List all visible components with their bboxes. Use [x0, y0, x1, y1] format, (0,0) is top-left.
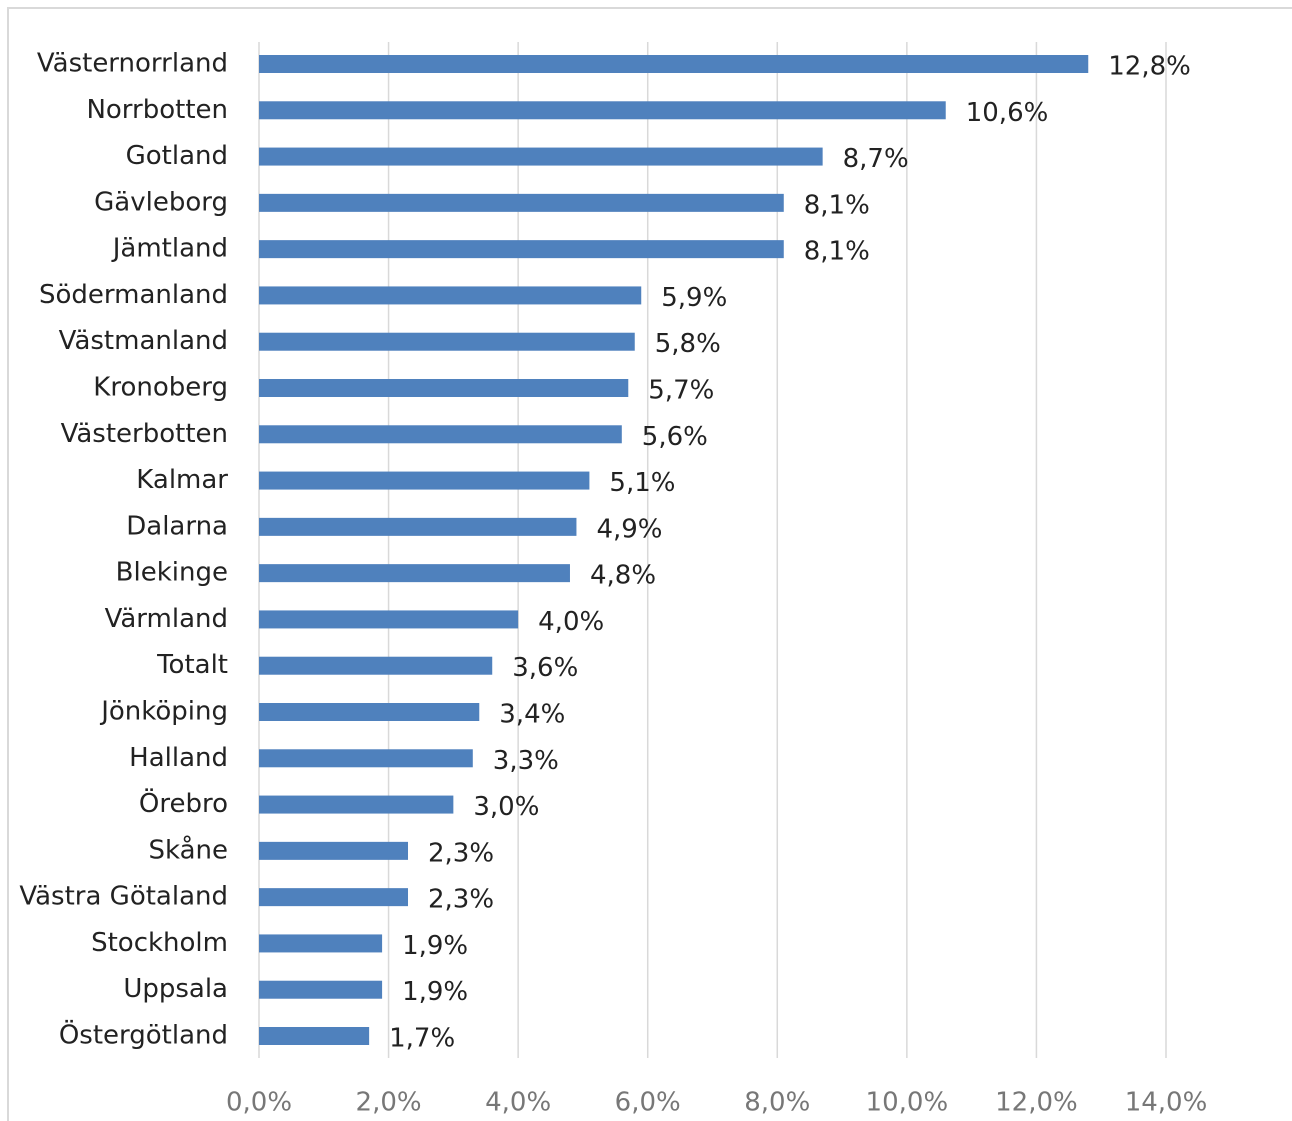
y-tick-label: Skåne — [148, 834, 228, 865]
data-label: 2,3% — [428, 885, 494, 915]
bar — [259, 564, 570, 583]
y-tick-label: Uppsala — [123, 974, 228, 1004]
bar — [259, 332, 635, 351]
data-label: 3,0% — [473, 792, 539, 822]
bar — [259, 749, 473, 768]
chart-frame — [7, 7, 1292, 1121]
x-tick-label: 8,0% — [744, 1088, 810, 1118]
bar — [259, 934, 383, 953]
bar — [259, 703, 480, 721]
data-label: 5,8% — [655, 329, 721, 359]
y-tick-label: Totalt — [156, 650, 228, 680]
bar — [259, 379, 629, 397]
y-tick-label: Stockholm — [91, 928, 228, 958]
x-tick-label: 2,0% — [356, 1088, 422, 1118]
data-label: 2,3% — [428, 838, 494, 868]
data-label: 5,1% — [609, 468, 675, 498]
y-tick-label: Västerbotten — [61, 419, 228, 449]
bar — [259, 286, 642, 305]
data-label: 3,3% — [493, 746, 559, 776]
y-tick-label: Blekinge — [116, 558, 228, 588]
x-tick-label: 4,0% — [485, 1088, 551, 1118]
bar — [259, 193, 784, 212]
bar — [259, 841, 409, 860]
y-tick-label: Värmland — [105, 604, 228, 634]
bar — [259, 240, 784, 259]
bar — [259, 517, 577, 536]
data-label: 8,7% — [843, 144, 909, 174]
y-tick-label: Halland — [129, 743, 228, 773]
bar — [259, 656, 493, 675]
data-label: 1,9% — [402, 977, 468, 1007]
y-tick-label: Gävleborg — [94, 187, 228, 217]
data-label: 3,6% — [512, 653, 578, 683]
y-tick-label: Dalarna — [126, 511, 228, 541]
data-label: 5,9% — [661, 283, 727, 313]
bar — [259, 610, 519, 629]
y-tick-label: Kronoberg — [93, 373, 228, 403]
data-label: 1,9% — [402, 931, 468, 961]
data-label: 8,1% — [804, 237, 870, 267]
bar — [259, 425, 622, 444]
y-tick-label: Gotland — [126, 141, 228, 171]
bar — [259, 55, 1089, 73]
bar — [259, 795, 454, 814]
data-label: 5,7% — [648, 376, 714, 406]
x-tick-label: 6,0% — [615, 1088, 681, 1118]
x-tick-label: 12,0% — [995, 1088, 1078, 1118]
data-label: 12,8% — [1108, 52, 1191, 82]
y-tick-label: Västra Götaland — [19, 882, 228, 912]
bar — [259, 147, 823, 166]
y-tick-label: Norrbotten — [86, 95, 228, 125]
data-label: 8,1% — [804, 190, 870, 220]
x-tick-label: 14,0% — [1125, 1088, 1208, 1118]
data-label: 4,8% — [590, 561, 656, 591]
x-tick-label: 0,0% — [226, 1088, 292, 1118]
data-label: 1,7% — [389, 1024, 455, 1054]
data-label: 4,0% — [538, 607, 604, 637]
bar — [259, 471, 590, 490]
y-tick-label: Jämtland — [111, 234, 228, 264]
y-tick-label: Jönköping — [99, 697, 228, 727]
bar — [259, 980, 383, 999]
data-label: 3,4% — [499, 700, 565, 730]
bar — [259, 888, 409, 907]
y-tick-label: Kalmar — [136, 465, 228, 495]
bar — [259, 1027, 370, 1045]
data-label: 10,6% — [966, 98, 1049, 128]
y-tick-label: Örebro — [139, 787, 228, 819]
bar — [259, 101, 946, 120]
x-tick-label: 10,0% — [866, 1088, 949, 1118]
data-label: 5,6% — [642, 422, 708, 452]
y-tick-label: Västernorrland — [37, 49, 228, 79]
data-label: 4,9% — [596, 514, 662, 544]
y-tick-label: Västmanland — [59, 326, 228, 356]
y-tick-label: Södermanland — [39, 280, 228, 310]
y-tick-label: Östergötland — [59, 1019, 228, 1051]
